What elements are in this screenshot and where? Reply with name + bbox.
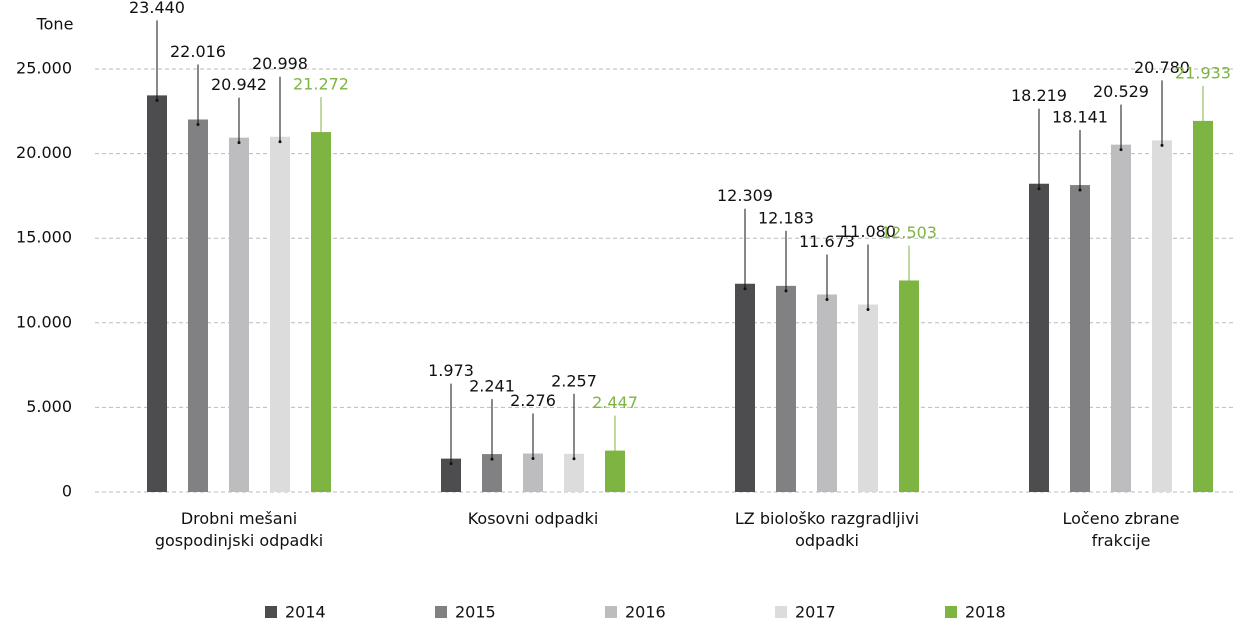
bar [899,280,919,492]
data-label: 2.241 [469,377,515,396]
data-label: 18.141 [1052,108,1108,127]
legend-swatch [435,606,447,618]
bar [1152,140,1172,492]
leader-dot [319,135,323,139]
legend-swatch [265,606,277,618]
data-label: 18.219 [1011,86,1067,105]
y-tick-label: 0 [62,482,72,501]
leader-dot [531,456,535,460]
data-label: 20.998 [252,54,308,73]
bar [605,450,625,492]
data-label: 11.673 [799,232,855,251]
bar [441,458,461,492]
bar [735,283,755,492]
bar [858,304,878,492]
x-tick-label-box: Ločeno zbrane frakcije [1062,509,1180,550]
legend-label: 2015 [455,603,496,622]
legend-swatch [775,606,787,618]
leader-dot [490,457,494,461]
legend-label: 2017 [795,603,836,622]
leader-dot [1078,188,1082,192]
data-label: 11.080 [840,222,896,241]
y-tick-label: 25.000 [16,59,72,78]
bar [776,285,796,492]
bar [817,294,837,492]
legend-label: 2014 [285,603,326,622]
y-axis-label: Tone [36,15,74,34]
data-label: 22.016 [170,42,226,61]
leader-dot [907,283,911,287]
bar [1070,185,1090,493]
leader-dot [784,289,788,293]
data-label: 12.309 [717,186,773,205]
legend-swatch [945,606,957,618]
x-tick-label-box: Kosovni odpadki [467,509,599,528]
leader-dot [155,98,159,102]
leader-dot [825,297,829,301]
bar [270,136,290,492]
y-tick-label: 15.000 [16,228,72,247]
data-label: 21.933 [1175,63,1231,82]
leader-dot [743,287,747,291]
data-label: 20.942 [211,75,267,94]
data-label: 2.276 [510,391,556,410]
bar [564,453,584,492]
data-label: 1.973 [428,361,474,380]
bar [229,137,249,492]
leader-dot [1201,124,1205,128]
data-label: 12.503 [881,223,937,242]
data-label: 20.780 [1134,58,1190,77]
legend-label: 2018 [965,603,1006,622]
leader-dot [278,140,282,144]
leader-dot [237,141,241,145]
data-label: 12.183 [758,208,814,227]
y-tick-label: 20.000 [16,143,72,162]
bar [188,119,208,492]
bar [523,453,543,492]
leader-dot [1160,143,1164,147]
x-tick-label-box: LZ biološko razgradljivi odpadki [734,509,920,550]
data-label: 2.447 [592,393,638,412]
data-label: 23.440 [129,0,185,17]
leader-dot [572,457,576,461]
bar [311,132,331,492]
x-tick-label: LZ biološko razgradljivi odpadki [734,509,920,550]
leader-dot [866,308,870,312]
x-tick-label: Kosovni odpadki [467,509,599,528]
data-label: 21.272 [293,75,349,94]
leader-dot [449,462,453,466]
legend-label: 2016 [625,603,666,622]
bar [1029,183,1049,492]
data-label: 2.257 [551,371,597,390]
leader-dot [1037,187,1041,191]
x-tick-label: Drobni mešani gospodinjski odpadki [154,509,324,550]
bar [482,454,502,492]
bar [1111,144,1131,492]
leader-dot [196,122,200,126]
leader-dot [613,454,617,458]
x-tick-label-box: Drobni mešani gospodinjski odpadki [154,509,324,550]
data-label: 20.529 [1093,82,1149,101]
y-tick-label: 5.000 [26,397,72,416]
bar [147,95,167,492]
y-tick-label: 10.000 [16,312,72,331]
legend-swatch [605,606,617,618]
leader-dot [1119,148,1123,152]
bar [1193,120,1213,492]
x-tick-label: Ločeno zbrane frakcije [1062,509,1180,550]
